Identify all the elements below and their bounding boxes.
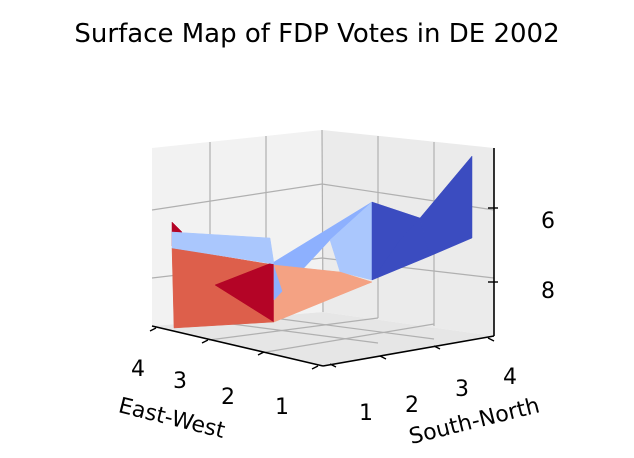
y-tick-label: 2 <box>405 393 419 418</box>
surface-facet <box>273 264 373 315</box>
y-tick-mark <box>487 337 495 342</box>
x-axis-label: East-West <box>116 393 228 444</box>
grid-line-floor <box>265 323 435 353</box>
y-tick-mark <box>433 345 441 350</box>
tick-marks: 1 2 3 4 1 2 3 4 6 8 <box>131 207 555 426</box>
grid-line-floor <box>208 317 379 341</box>
grid-line-floor <box>265 316 435 340</box>
x-tick-label: 1 <box>275 395 289 420</box>
x-tick-mark <box>311 365 319 370</box>
pane-floor <box>152 312 494 366</box>
y-tick-mark <box>329 363 337 368</box>
x-tick-label: 4 <box>131 357 145 382</box>
axis-lines <box>151 148 495 367</box>
y-axis-line <box>322 335 495 367</box>
surface-facet <box>419 155 473 257</box>
x-axis-line <box>151 325 324 367</box>
y-tick-label: 1 <box>359 401 373 426</box>
surface-plot <box>171 155 473 329</box>
x-tick-label: 2 <box>221 385 235 410</box>
y-tick-label: 3 <box>455 377 469 402</box>
z-tick-label: 8 <box>541 279 555 304</box>
grid-line-floor <box>208 320 379 344</box>
y-tick-mark <box>379 355 387 360</box>
z-tick-label: 6 <box>541 209 555 234</box>
y-tick-label: 4 <box>503 365 517 390</box>
x-tick-mark <box>257 351 265 356</box>
x-tick-mark <box>201 339 209 344</box>
chart-title: Surface Map of FDP Votes in DE 2002 <box>74 19 559 49</box>
y-axis-label: South-North <box>407 393 543 450</box>
x-tick-label: 3 <box>173 369 187 394</box>
x-tick-mark <box>149 327 157 332</box>
